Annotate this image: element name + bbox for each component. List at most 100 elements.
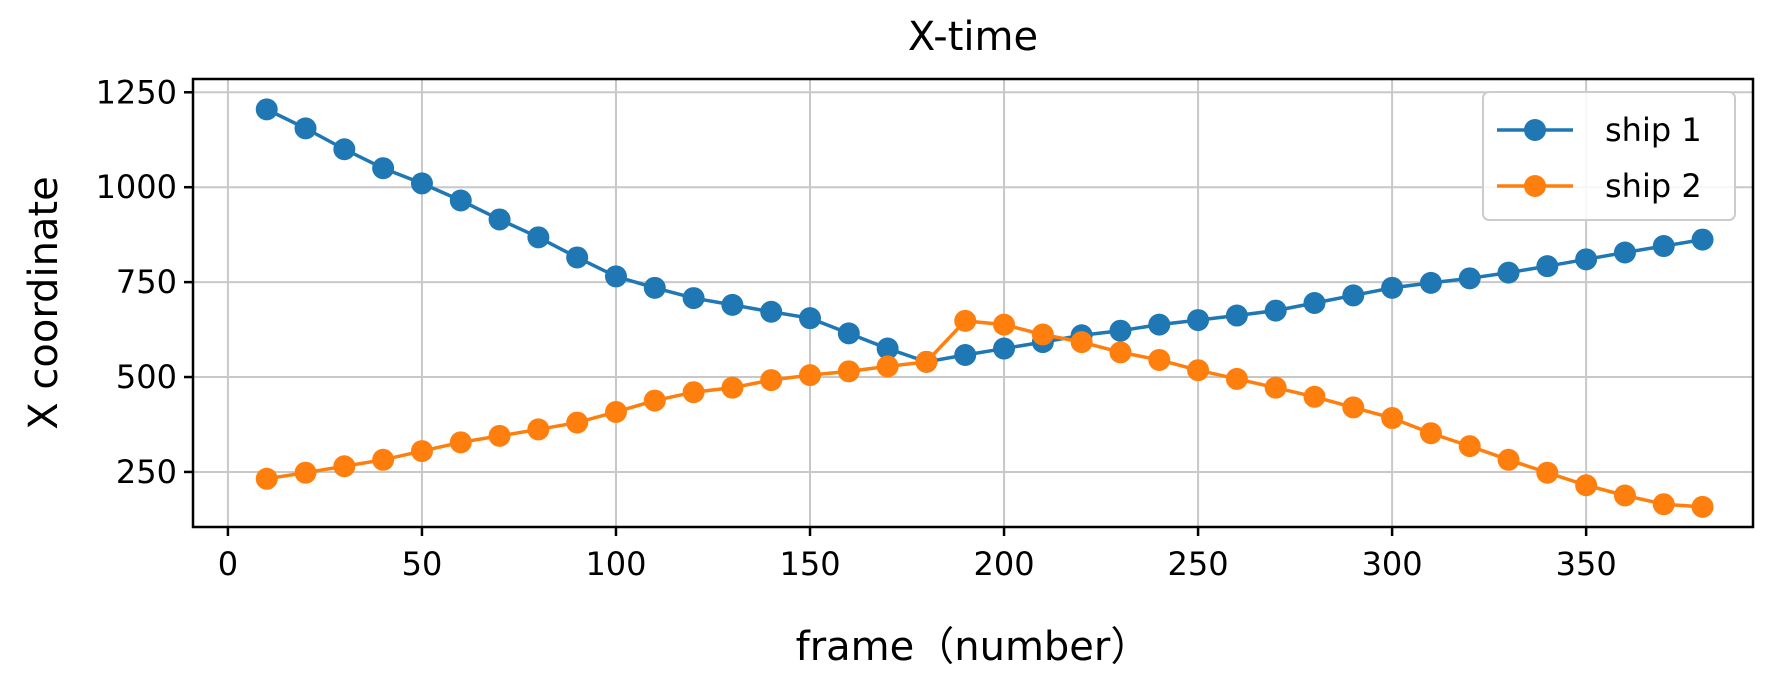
series-1-point (1536, 255, 1559, 278)
series-1-point (1691, 228, 1714, 251)
legend-swatch-marker (1524, 175, 1546, 197)
series-2-line (266, 319, 1703, 509)
legend-box (1482, 91, 1736, 221)
series-2-point (527, 418, 550, 441)
series-2-point (1458, 435, 1481, 458)
x-tick-label: 100 (585, 545, 646, 583)
series-2-point (1497, 448, 1520, 471)
series-1-point (1458, 267, 1481, 290)
series-2-point (1419, 422, 1442, 445)
series-2-point (1575, 474, 1598, 497)
series-1-point (1187, 309, 1210, 332)
series-2-point (1303, 385, 1326, 408)
series-1-point (1264, 299, 1287, 322)
series-layer (255, 98, 1714, 518)
series-2-point (1264, 376, 1287, 399)
series-1-point (255, 98, 278, 121)
legend: ship 1 ship 2 (1482, 91, 1736, 221)
series-1-point (1419, 271, 1442, 294)
series-2-point (837, 360, 860, 383)
series-1-point (682, 287, 705, 310)
y-tick-label: 750 (116, 263, 177, 301)
tick-layer: 0 50 100 150 200 250 300 350 250 500 750 1000 1250 (96, 73, 1617, 583)
legend-swatch-marker (1524, 119, 1546, 141)
series-1-point (1303, 292, 1326, 314)
series-2-point (1109, 341, 1132, 364)
x-tick-label: 300 (1362, 545, 1423, 583)
legend-label: ship 2 (1605, 167, 1702, 205)
x-tick-label: 250 (1168, 545, 1229, 583)
series-2-point (294, 461, 317, 484)
series-2-point (799, 364, 822, 387)
series-1-point (410, 172, 433, 195)
x-axis-label: frame（number） (796, 624, 1151, 670)
series-1-point (449, 189, 472, 212)
series-2-point (682, 381, 705, 404)
series-1-point (1342, 284, 1365, 307)
series-1-point (294, 117, 317, 140)
series-2-point (1148, 348, 1171, 371)
series-2-point (255, 467, 278, 490)
series-1-point (1225, 304, 1248, 327)
x-tick-label: 150 (779, 545, 840, 583)
chart-title: X-time (908, 14, 1038, 60)
y-tick-label: 1000 (96, 168, 177, 206)
series-1-point (954, 344, 977, 367)
series-1-point (721, 293, 744, 316)
series-1-point (760, 300, 783, 323)
series-1-point (488, 208, 511, 231)
series-2-point (333, 455, 356, 478)
series-2-point (1070, 331, 1093, 354)
series-2-point (566, 411, 589, 434)
series-2-point (488, 424, 511, 447)
y-tick-label: 250 (116, 453, 177, 491)
series-1-point (333, 138, 356, 161)
x-tick-label: 50 (402, 545, 443, 583)
series-1-point (837, 322, 860, 345)
series-1-point (527, 226, 550, 249)
series-1-point (1613, 241, 1636, 264)
series-2-point (1613, 484, 1636, 507)
series-1-point (1497, 261, 1520, 284)
series-1-point (1381, 276, 1404, 299)
series-1-point (604, 265, 627, 288)
series-2-point (1187, 359, 1210, 382)
series-2-point (1536, 461, 1559, 484)
series-2-point (915, 350, 938, 373)
series-1-point (1652, 235, 1675, 258)
plot-frame (191, 77, 1755, 529)
series-2-point (449, 431, 472, 454)
series-1-point (799, 307, 822, 330)
series-2-point (1031, 323, 1054, 346)
y-axis-label: X coordinate (21, 176, 67, 429)
series-2-point (1652, 493, 1675, 516)
series-2-point (372, 448, 395, 471)
legend-label: ship 1 (1605, 111, 1702, 149)
series-2-point (604, 400, 627, 423)
series-2-point (1225, 367, 1248, 390)
series-2-point (721, 376, 744, 399)
x-tick-label: 200 (974, 545, 1035, 583)
series-1-point (1575, 248, 1598, 271)
x-tick-label: 0 (218, 545, 238, 583)
series-1-point (1148, 313, 1171, 336)
series-2-point (760, 369, 783, 392)
y-tick-label: 1250 (96, 73, 177, 111)
series-2-point (1381, 407, 1404, 430)
series-1-point (372, 157, 395, 180)
series-2-point (410, 440, 433, 463)
series-1-point (1109, 319, 1132, 342)
series-2-point (876, 355, 899, 378)
series-1-point (566, 246, 589, 269)
series-2-point (954, 309, 977, 332)
x-tick-label: 350 (1556, 545, 1617, 583)
series-2-point (643, 389, 666, 412)
series-1-point (643, 276, 666, 299)
series-2-point (1342, 396, 1365, 419)
series-1-point (993, 337, 1016, 360)
y-tick-label: 500 (116, 358, 177, 396)
series-1-point (876, 337, 899, 360)
series-2-point (1691, 495, 1714, 518)
series-2-point (993, 313, 1016, 336)
